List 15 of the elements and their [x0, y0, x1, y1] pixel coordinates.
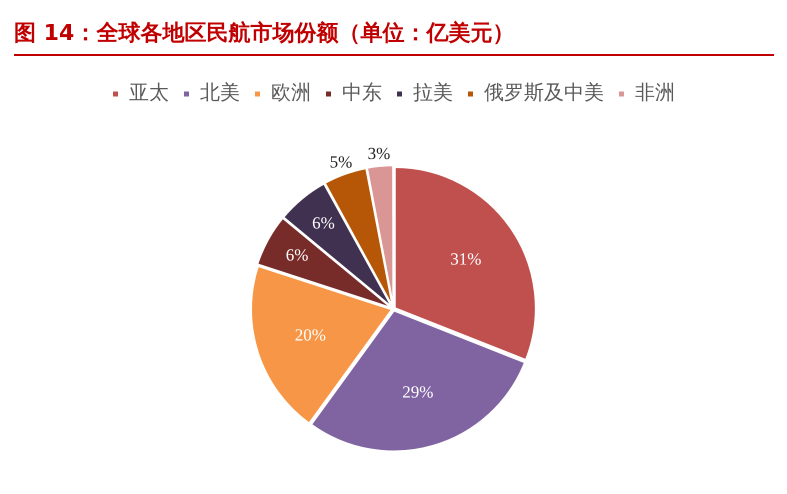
legend-label: 亚太: [129, 80, 169, 104]
data-label: 31%: [450, 249, 482, 268]
legend-label: 拉美: [413, 80, 453, 104]
legend-label: 俄罗斯及中美: [484, 80, 604, 104]
data-label: 20%: [294, 325, 326, 344]
legend-label: 欧洲: [271, 80, 311, 104]
data-label: 5%: [330, 152, 352, 172]
legend-label: 北美: [200, 80, 240, 104]
chart-title: 图 14：全球各地区民航市场份额（单位：亿美元）: [14, 18, 774, 56]
data-label: 3%: [368, 144, 390, 164]
data-label: 29%: [402, 382, 434, 402]
data-label: 6%: [286, 245, 308, 264]
data-label: 6%: [312, 214, 335, 233]
legend-label: 非洲: [635, 80, 675, 104]
legend-label: 中东: [342, 80, 382, 104]
